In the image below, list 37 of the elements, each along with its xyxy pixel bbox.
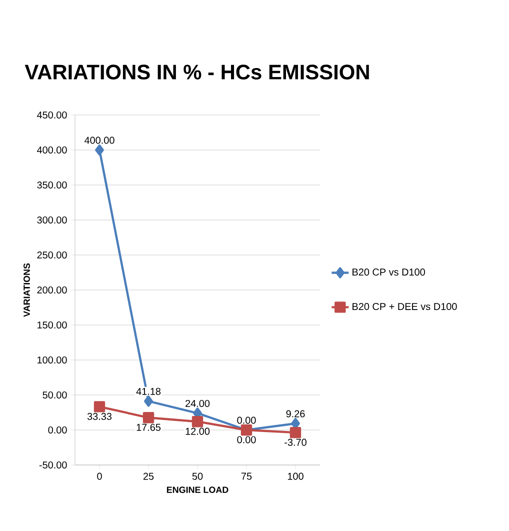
- x-tick-label: 25: [143, 472, 154, 480]
- data-label: 400.00: [84, 136, 114, 144]
- point: [290, 426, 302, 438]
- y-axis-title: VARIATIONS: [24, 263, 30, 317]
- legend-label: B20 CP + DEE vs D100: [352, 302, 457, 310]
- x-axis-title: ENGINE LOAD: [166, 486, 228, 494]
- data-label: 24.00: [186, 400, 210, 407]
- y-tick-label: 200.00: [37, 286, 67, 294]
- data-label: 0.00: [237, 416, 256, 424]
- y-tick-label: 350.00: [37, 181, 67, 189]
- legend-label: B20 CP vs D100: [352, 268, 425, 276]
- y-tick-label: 100.00: [38, 356, 67, 364]
- data-label: 33.33: [87, 412, 112, 420]
- point: [192, 416, 204, 428]
- x-tick-label: 100: [288, 472, 304, 480]
- y-tick-label: 450.00: [36, 111, 67, 119]
- y-tick-label: 0.00: [48, 426, 67, 434]
- x-tick-label: 75: [241, 472, 252, 480]
- x-tick-label: 50: [192, 472, 203, 480]
- data-label: 17.65: [136, 424, 161, 431]
- data-label: 41.18: [136, 388, 161, 395]
- data-label: 9.26: [286, 410, 305, 418]
- chart-title: VARIATIONS IN % - HCs EMISSION: [24, 64, 369, 80]
- y-tick-label: 150.00: [38, 321, 67, 329]
- y-tick-label: 250.00: [37, 251, 67, 259]
- y-tick-label: 400.00: [36, 146, 67, 154]
- point: [94, 401, 106, 412]
- data-label: -3.70: [284, 438, 306, 446]
- y-tick-label: -50.00: [39, 461, 67, 469]
- x-tick-label: 0: [97, 472, 102, 480]
- data-label: 12.00: [186, 428, 210, 435]
- y-tick-label: 50.00: [42, 391, 67, 399]
- data-label: 0.00: [237, 436, 256, 444]
- point: [144, 396, 153, 407]
- y-tick-label: 300.00: [37, 216, 67, 224]
- point: [142, 412, 154, 424]
- point: [95, 144, 104, 156]
